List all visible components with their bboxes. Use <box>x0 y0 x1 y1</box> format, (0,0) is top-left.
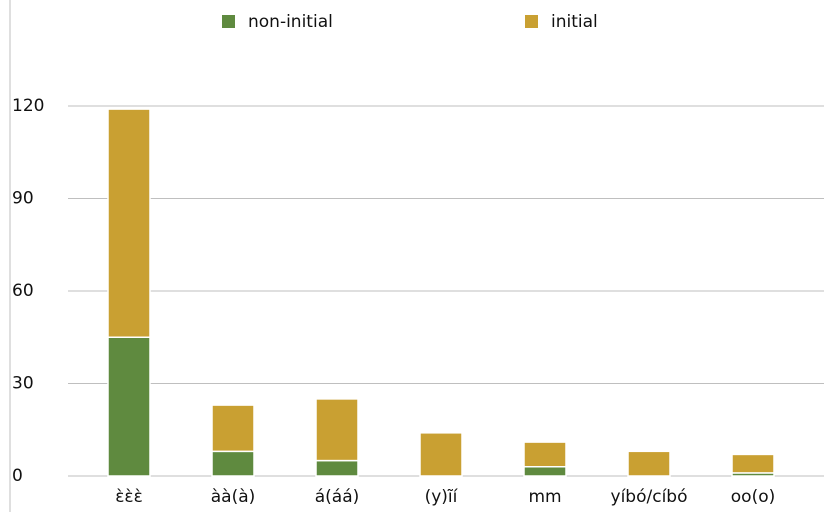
bar-segment <box>315 398 359 462</box>
x-tick-label: (y)ĩí <box>425 487 459 507</box>
bar-segment <box>523 441 567 468</box>
bar-segment <box>211 404 255 453</box>
bar-segment <box>731 453 775 474</box>
legend-label: non-initial <box>248 12 333 32</box>
y-tick-label: 30 <box>12 374 34 394</box>
x-tick-label: á(áá) <box>315 487 360 507</box>
y-tick-label: 60 <box>12 281 34 301</box>
x-tick-label: mm <box>528 487 561 507</box>
bar-segment <box>211 450 255 477</box>
legend-label: initial <box>551 12 598 32</box>
legend-swatch <box>222 15 235 28</box>
bar-segment <box>523 466 567 477</box>
bar-segment <box>107 108 151 339</box>
legend-swatch <box>525 15 538 28</box>
x-tick-label: ɛ̀ɛ̀ɛ̀ <box>115 487 143 507</box>
y-tick-label: 0 <box>12 466 23 486</box>
bar-segment <box>419 432 463 477</box>
x-tick-label: yíbó/cíbó <box>611 487 688 507</box>
y-tick-label: 90 <box>12 189 34 209</box>
bar-segment <box>107 336 151 477</box>
x-tick-label: oo(o) <box>731 487 775 507</box>
y-tick-label: 120 <box>12 96 44 116</box>
bar-segment <box>315 459 359 477</box>
bar-segment <box>627 450 671 477</box>
x-tick-label: àà(à) <box>211 487 256 507</box>
